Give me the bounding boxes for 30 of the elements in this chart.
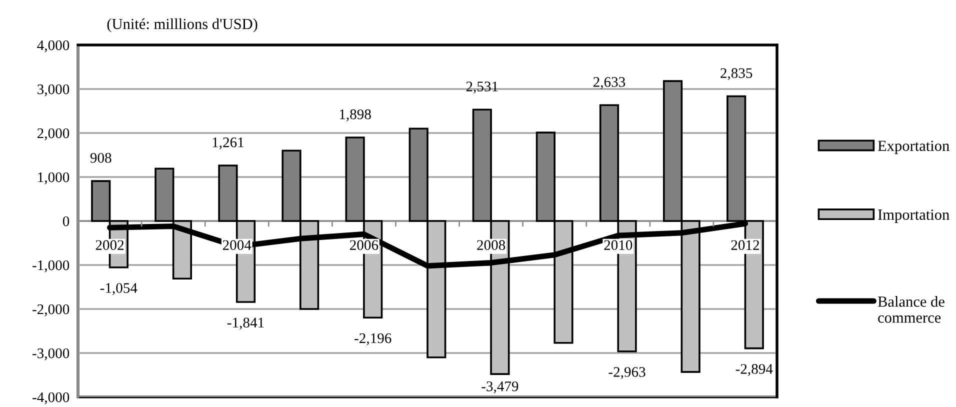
x-tick-label: 2012 (731, 240, 760, 250)
x-tick-label: 2010 (604, 240, 632, 250)
legend-label: Balance de commerce (878, 296, 944, 323)
legend-label: Importation (878, 210, 950, 223)
y-tick-label: 2,000 (37, 128, 70, 140)
data-label: 1,898 (340, 109, 371, 122)
data-label: -2,196 (354, 333, 392, 346)
legend-label: Exportation (878, 140, 950, 154)
y-tick-label: 4,000 (37, 40, 70, 52)
data-label: -2,963 (608, 367, 646, 380)
data-label: 908 (90, 152, 112, 163)
y-tick-label: 1,000 (38, 172, 70, 184)
x-tick-label: 2008 (477, 240, 506, 250)
data-label: 1,261 (212, 137, 244, 150)
y-tick-label: -2,000 (32, 304, 70, 316)
data-label: 2,531 (466, 82, 498, 94)
x-tick-label: 2002 (96, 240, 124, 250)
data-label: -1,841 (227, 318, 264, 330)
data-label: 2,835 (720, 68, 752, 80)
y-tick-label: 0 (62, 216, 70, 226)
y-tick-label: -3,000 (32, 348, 70, 360)
y-tick-label: -1,000 (32, 260, 70, 272)
data-label: -1,054 (100, 283, 138, 296)
y-axis-title: (Unité: milllions d'USD) (107, 18, 258, 32)
data-label: -2,894 (736, 364, 773, 376)
y-tick-label: -4,000 (32, 392, 70, 404)
data-label: 2,633 (593, 77, 626, 90)
data-label: -3,479 (482, 381, 518, 394)
y-tick-label: 3,000 (38, 84, 70, 96)
x-tick-label: 2006 (350, 240, 378, 250)
